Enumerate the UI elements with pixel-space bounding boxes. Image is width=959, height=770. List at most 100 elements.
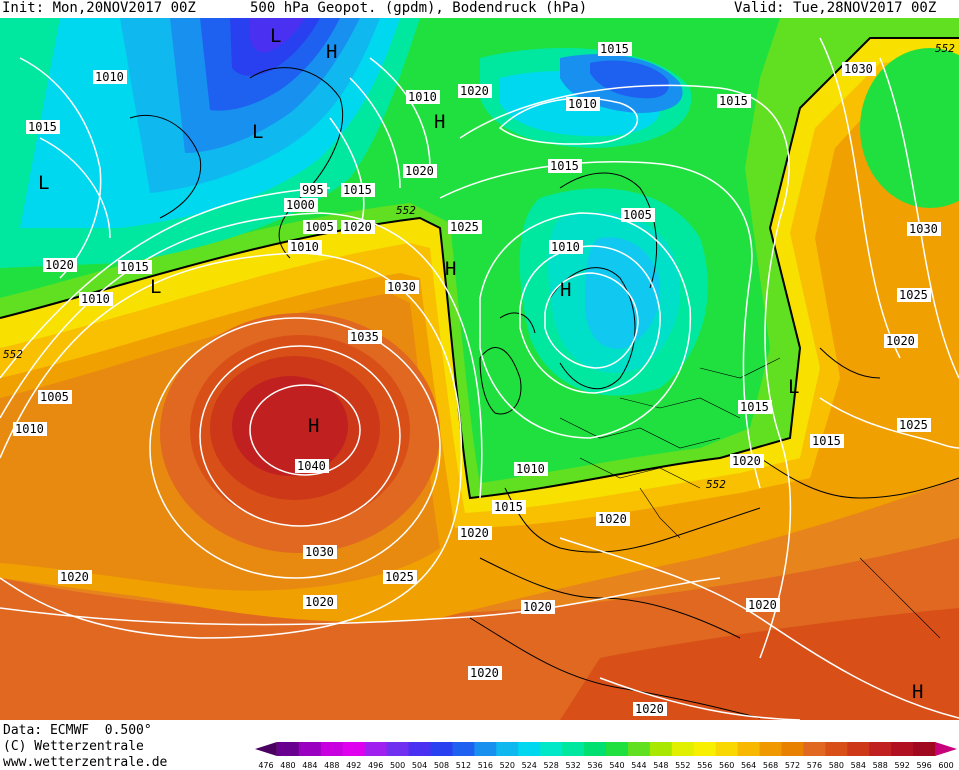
low-center: L [270, 25, 281, 47]
legend-swatch [276, 742, 300, 756]
color-legend: 476 480 484 488 492 496 500 504 508 512 516 520 524 5… [255, 742, 957, 770]
isobar-label: 1000 [286, 198, 315, 212]
isobar-label: 1005 [40, 390, 69, 404]
weather-map: L H L L H H L H H H L 1010 1015 1020 101… [0, 18, 959, 720]
high-center: H [560, 279, 571, 301]
legend-tick-label: 576 [807, 761, 822, 770]
map-title: 500 hPa Geopot. (gpdm), Bodendruck (hPa) [250, 0, 588, 16]
init-time: Init: Mon,20NOV2017 00Z [2, 0, 196, 16]
isobar-label: 1015 [120, 260, 149, 274]
legend-tick-label: 488 [324, 761, 339, 770]
high-center: H [308, 415, 319, 437]
isobar-label: 1015 [494, 500, 523, 514]
copyright: (C) Wetterzentrale [3, 739, 144, 754]
field-540-ne [860, 48, 959, 208]
legend-tick-label: 520 [500, 761, 515, 770]
legend-tick-label: 556 [697, 761, 712, 770]
low-center: L [252, 121, 263, 143]
legend-tick-label: 492 [346, 761, 361, 770]
isobar-label: 1015 [600, 42, 629, 56]
legend-swatch [408, 742, 431, 756]
isobar-label: 1020 [598, 512, 627, 526]
legend-swatch [869, 742, 892, 756]
legend-tick-label: 584 [851, 761, 866, 770]
contour-552-labels: 552 552 552 552 [3, 42, 955, 491]
legend-swatch [715, 742, 739, 756]
isobar-label: 1025 [899, 418, 928, 432]
legend-tick-label: 500 [390, 761, 405, 770]
header: Init: Mon,20NOV2017 00Z 500 hPa Geopot. … [0, 0, 959, 18]
isobar-label: 1020 [460, 526, 489, 540]
legend-swatch [298, 742, 322, 756]
isobar-label: 1020 [635, 702, 664, 716]
legend-swatch [364, 742, 388, 756]
legend-swatch [562, 742, 585, 756]
legend-tick-label: 544 [631, 761, 646, 770]
legend-swatch [693, 742, 717, 756]
legend-swatch [847, 742, 870, 756]
isobar-label: 1020 [305, 595, 334, 609]
isobar-label: 1010 [516, 462, 545, 476]
legend-swatch [759, 742, 782, 756]
coastlines [129, 67, 959, 719]
legend-swatch [474, 742, 497, 756]
isobar-label: 1005 [623, 208, 652, 222]
isobar-labels: 1010 1015 1020 1015 1010 1010 1010 1015 … [3, 42, 955, 716]
legend-tick-label: 480 [280, 761, 295, 770]
legend-swatch [342, 742, 366, 756]
field-504-n [250, 18, 305, 53]
legend-swatch [320, 742, 344, 756]
legend-swatch [606, 742, 629, 756]
high-center: H [326, 41, 337, 63]
isobar-label: 1035 [350, 330, 379, 344]
isobar-label: 1015 [28, 120, 57, 134]
isobar-label: 1020 [523, 600, 552, 614]
contour-label: 552 [935, 42, 955, 55]
legend-tick-label: 560 [719, 761, 734, 770]
isobars [0, 37, 959, 720]
legend-swatch [935, 742, 957, 756]
isobar-label: 1010 [568, 97, 597, 111]
contour-label: 552 [396, 204, 416, 217]
isobar-label: 1020 [60, 570, 89, 584]
legend-swatch [627, 742, 651, 756]
legend-tick-label: 532 [565, 761, 580, 770]
isobar-label: 1010 [15, 422, 44, 436]
isobar-label: 1020 [343, 220, 372, 234]
legend-tick-label: 512 [456, 761, 471, 770]
legend-tick-label: 548 [653, 761, 668, 770]
website: www.wetterzentrale.de [3, 755, 168, 770]
isobar-label: 1025 [385, 570, 414, 584]
isobar-label: 1025 [899, 288, 928, 302]
isobar-label: 1010 [290, 240, 319, 254]
high-center: H [445, 258, 456, 280]
legend-swatch [496, 742, 519, 756]
isobar-label: 1020 [45, 258, 74, 272]
isobar-label-group: 1010 1015 1020 1015 1010 1010 1010 1015 … [13, 42, 941, 716]
isobar-label: 1025 [450, 220, 479, 234]
isobar-label: 1030 [909, 222, 938, 236]
isobar-label: 1005 [305, 220, 334, 234]
legend-tick-label: 596 [916, 761, 931, 770]
isobar-label: 1020 [748, 598, 777, 612]
legend-tick-label: 540 [609, 761, 624, 770]
valid-time: Valid: Tue,28NOV2017 00Z [734, 0, 937, 16]
contour-552 [0, 37, 959, 500]
isobar-label: 1010 [95, 70, 124, 84]
isobar-label: 1010 [408, 90, 437, 104]
legend-tick-label: 484 [302, 761, 317, 770]
legend-tick-label: 552 [675, 761, 690, 770]
legend-swatch [452, 742, 475, 756]
isobar-label: 1020 [732, 454, 761, 468]
legend-tick-label: 568 [763, 761, 778, 770]
legend-tick-label: 508 [434, 761, 449, 770]
legend-tick-label: 496 [368, 761, 383, 770]
legend-swatch [386, 742, 410, 756]
isobar-label: 1015 [550, 159, 579, 173]
legend-tick-label: 588 [873, 761, 888, 770]
legend-tick-label: 536 [587, 761, 602, 770]
isobar-label: 1030 [844, 62, 873, 76]
legend-tick-label: 592 [895, 761, 910, 770]
field-524 [585, 237, 661, 349]
legend-swatch [540, 742, 563, 756]
